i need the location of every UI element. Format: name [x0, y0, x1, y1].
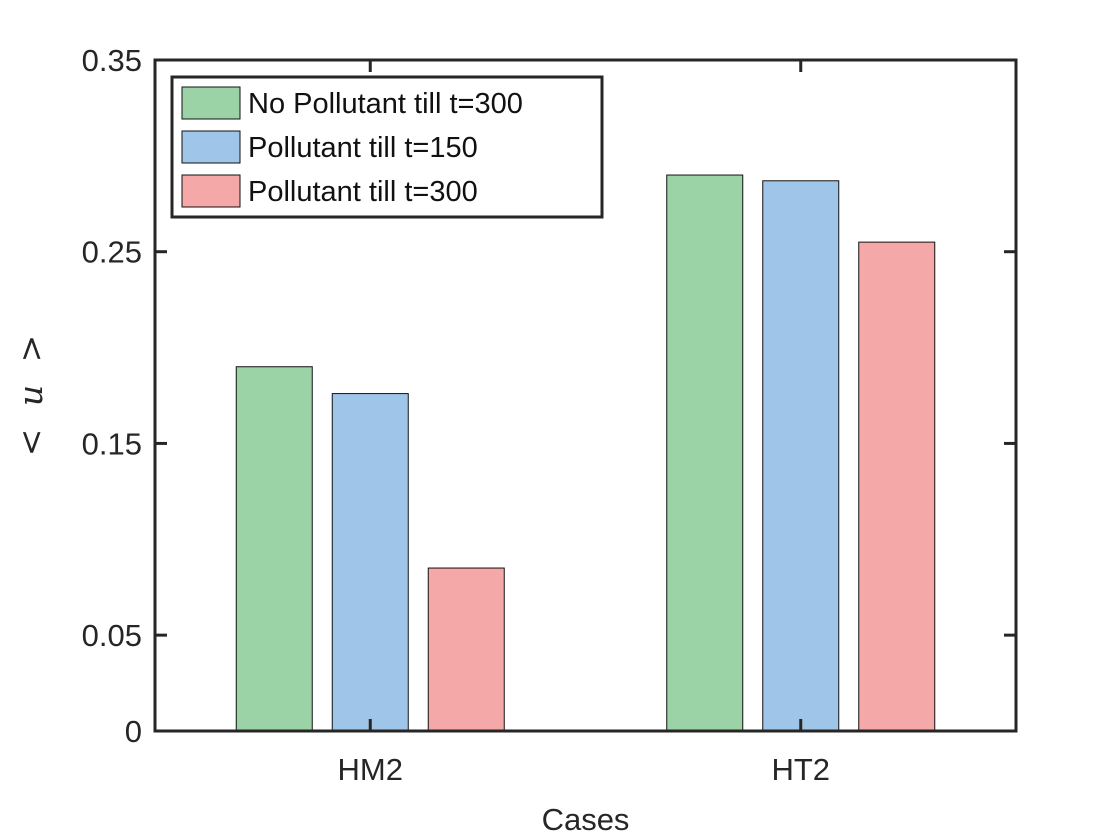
- y-axis-title: < u >: [11, 335, 50, 457]
- svg-text:< u >: < u >: [11, 335, 50, 457]
- legend-label-2: Pollutant till t=150: [248, 132, 478, 164]
- x-axis: HM2 HT2: [338, 60, 830, 787]
- y-axis-title-close: >: [11, 335, 50, 363]
- y-tick-label: 0.25: [82, 235, 142, 270]
- x-tick-label-ht2: HT2: [771, 752, 830, 787]
- legend-label-1: No Pollutant till t=300: [248, 88, 523, 120]
- plot-frame: [153, 58, 1018, 733]
- y-tick-label: 0.15: [82, 426, 142, 461]
- legend-swatch-2: [181, 130, 241, 164]
- bar-ht2-series-3: [858, 241, 936, 732]
- x-axis-title: Cases: [542, 802, 630, 837]
- legend-label-3: Pollutant till t=300: [248, 176, 478, 208]
- y-tick-label: 0.05: [82, 618, 142, 653]
- legend: No Pollutant till t=300 Pollutant till t=…: [170, 75, 604, 219]
- bar-hm2-series-3: [427, 567, 505, 732]
- legend-swatch-1: [181, 86, 241, 120]
- y-tick-label: 0: [125, 714, 142, 749]
- legend-swatch-3: [181, 174, 241, 208]
- y-axis-title-symbol: u: [11, 385, 50, 406]
- bar-hm2-series-2: [331, 393, 409, 732]
- y-axis-title-open: <: [11, 429, 50, 457]
- bar-ht2-series-1: [666, 174, 744, 732]
- legend-box: [170, 75, 604, 219]
- x-tick-label-hm2: HM2: [338, 752, 403, 787]
- bar-ht2-series-2: [762, 180, 840, 732]
- y-axis: 0 0.05 0.15 0.25 0.35: [82, 43, 1016, 749]
- bar-hm2-series-1: [235, 366, 313, 732]
- y-tick-label: 0.35: [82, 43, 142, 78]
- bars-group: [235, 174, 936, 732]
